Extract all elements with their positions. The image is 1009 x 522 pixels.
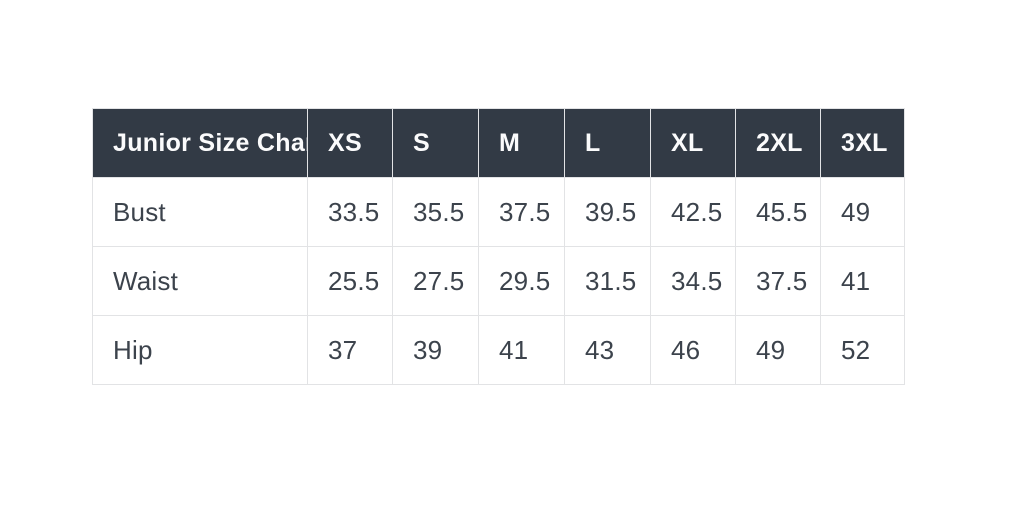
size-value-cell: 37.5 — [478, 177, 565, 247]
size-value-cell: 39.5 — [564, 177, 651, 247]
row-label: Waist — [92, 246, 308, 316]
size-value-cell: 41 — [478, 315, 565, 385]
size-value-cell: 42.5 — [650, 177, 736, 247]
size-column-header: 3XL — [820, 108, 905, 178]
size-value-cell: 25.5 — [307, 246, 393, 316]
size-chart-table: Junior Size Chart XS S M L XL 2XL 3XL Bu… — [92, 108, 905, 385]
size-value-cell: 33.5 — [307, 177, 393, 247]
table-row: Hip 37 39 41 43 46 49 52 — [92, 315, 905, 385]
table-row: Bust 33.5 35.5 37.5 39.5 42.5 45.5 49 — [92, 177, 905, 247]
row-label: Bust — [92, 177, 308, 247]
size-value-cell: 31.5 — [564, 246, 651, 316]
size-value-cell: 43 — [564, 315, 651, 385]
size-value-cell: 46 — [650, 315, 736, 385]
size-column-header: L — [564, 108, 651, 178]
size-value-cell: 35.5 — [392, 177, 479, 247]
size-value-cell: 49 — [820, 177, 905, 247]
table-row: Waist 25.5 27.5 29.5 31.5 34.5 37.5 41 — [92, 246, 905, 316]
size-column-header: M — [478, 108, 565, 178]
size-column-header: S — [392, 108, 479, 178]
size-value-cell: 34.5 — [650, 246, 736, 316]
size-value-cell: 29.5 — [478, 246, 565, 316]
size-value-cell: 41 — [820, 246, 905, 316]
header-row: Junior Size Chart XS S M L XL 2XL 3XL — [92, 108, 905, 178]
size-column-header: XL — [650, 108, 736, 178]
size-value-cell: 52 — [820, 315, 905, 385]
size-value-cell: 27.5 — [392, 246, 479, 316]
size-value-cell: 37.5 — [735, 246, 821, 316]
size-column-header: 2XL — [735, 108, 821, 178]
size-value-cell: 39 — [392, 315, 479, 385]
table-title-cell: Junior Size Chart — [92, 108, 308, 178]
size-value-cell: 37 — [307, 315, 393, 385]
size-value-cell: 45.5 — [735, 177, 821, 247]
size-column-header: XS — [307, 108, 393, 178]
row-label: Hip — [92, 315, 308, 385]
size-value-cell: 49 — [735, 315, 821, 385]
